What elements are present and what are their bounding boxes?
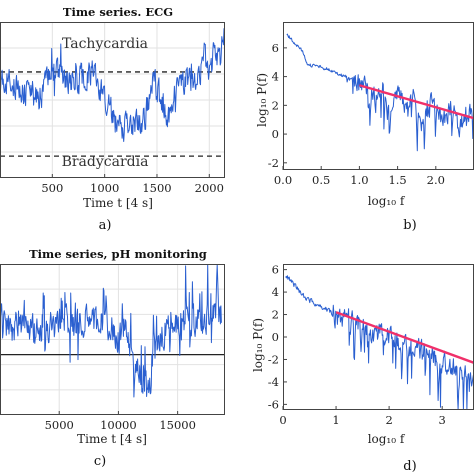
plot-frame [283,22,474,170]
plot-frame [283,264,474,410]
panel-a-plot: 500 1000 1500 2000 [0,22,225,195]
y-tick-label: -6 [268,397,279,411]
series-line [286,33,474,152]
panel-b-label: b) [403,218,416,233]
x-tick-label: 1.0 [350,173,368,187]
series-line [0,264,222,398]
y-tick-label: 4 [272,285,279,299]
x-tick-label: 2000 [195,181,224,195]
fit-line [359,84,474,120]
series-line [285,275,474,410]
x-tick-label: 1500 [142,181,171,195]
y-tick-label: 6 [272,263,279,277]
panel-d-xlabel: log₁₀ f [368,432,406,446]
y-tick-label: 6 [272,41,279,55]
x-tick-label: 3 [439,413,446,427]
plot-frame [0,264,225,415]
y-tick-label: 4 [272,70,279,84]
panel-c-plot: 5000 10000 15000 [0,264,225,432]
panel-c-title: Time series, pH monitoring [29,247,207,261]
tachycardia-annotation: Tachycardia [62,36,148,52]
x-tick-label: 1 [332,413,339,427]
y-tick-label: 0 [272,330,279,344]
x-tick-label: 1000 [90,181,119,195]
panel-c-xlabel: Time t [4 s] [77,432,147,446]
panel-b-plot: 0.0 0.5 1.0 1.5 2.0 -2 0 2 4 6 [268,22,474,187]
y-tick-label: 0 [272,127,279,141]
y-tick-label: -2 [268,352,279,366]
panel-a-label: a) [99,218,112,233]
x-tick-label: 0.0 [274,173,292,187]
y-tick-label: -2 [268,156,279,170]
y-tick-label: 2 [272,98,279,112]
x-tick-label: 2 [385,413,392,427]
panel-d-ylabel: log₁₀ P(f) [251,318,265,372]
x-tick-label: 15000 [159,418,196,432]
y-tick-label: 2 [272,308,279,322]
x-tick-label: 1.5 [388,173,406,187]
panel-d-label: d) [403,459,416,474]
panel-b-ylabel: log₁₀ P(f) [255,73,269,127]
panel-b-xlabel: log₁₀ f [368,194,406,208]
y-tick-label: -4 [268,375,279,389]
panel-c-label: c) [94,454,106,469]
x-tick-label: 2.0 [427,173,445,187]
x-tick-label: 500 [41,181,63,195]
panel-a-title: Time series. ECG [63,5,173,19]
series-line [0,28,225,142]
x-tick-label: 0 [279,413,286,427]
panel-d-plot: 0 1 2 3 -6 -4 -2 0 2 4 6 [268,263,474,427]
fit-line [335,311,474,364]
plot-frame [0,22,225,178]
x-tick-label: 10000 [100,418,137,432]
x-tick-label: 5000 [45,418,74,432]
panel-a-xlabel: Time t [4 s] [83,196,153,210]
x-tick-label: 0.5 [312,173,330,187]
bradycardia-annotation: Bradycardia [62,154,149,170]
